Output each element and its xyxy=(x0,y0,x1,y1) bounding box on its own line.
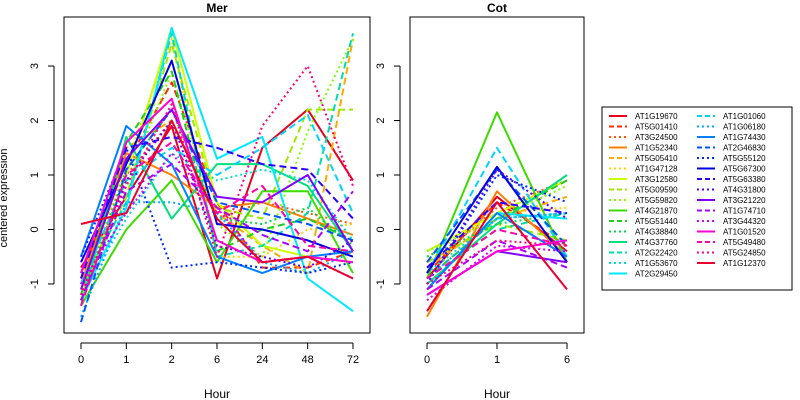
panel-title: Mer xyxy=(206,1,228,15)
legend-entry: AT1G74710 xyxy=(723,207,766,216)
x-tick-label: 72 xyxy=(347,354,359,366)
series-line-at3g44320 xyxy=(426,244,568,302)
series-line-at1g01520 xyxy=(426,239,568,296)
legend-entry: AT4G38840 xyxy=(635,228,678,237)
legend-entry: AT5G55120 xyxy=(723,154,766,163)
series-line-at1g53670 xyxy=(426,212,568,274)
y-tick-label: 3 xyxy=(375,63,387,69)
series-line-at5g49480 xyxy=(426,228,568,280)
y-tick-label: 0 xyxy=(29,226,41,232)
series-lines xyxy=(426,111,568,318)
legend-entry: AT1G53670 xyxy=(635,259,678,268)
x-tick-label: 0 xyxy=(424,354,430,366)
legend-entry: AT3G24500 xyxy=(635,133,678,142)
x-axis-label: Hour xyxy=(484,387,510,400)
legend-entry: AT5G67300 xyxy=(723,165,766,174)
series-line-at4g31800 xyxy=(80,119,354,301)
series-line-at4g31800 xyxy=(426,168,568,285)
x-axis-label: Hour xyxy=(204,387,230,400)
legend-entry: AT5G09590 xyxy=(635,186,678,195)
legend-entry: AT4G37760 xyxy=(635,238,678,247)
series-line-at5g01410 xyxy=(80,81,354,274)
legend-entry: AT5G01410 xyxy=(635,123,678,132)
series-line-at5g67300 xyxy=(80,59,354,263)
x-tick-label: 6 xyxy=(214,354,220,366)
legend-entry: AT3G12580 xyxy=(635,175,678,184)
series-line-at1g01060 xyxy=(80,114,354,285)
y-tick-label: 2 xyxy=(375,117,387,123)
series-line-at1g12370 xyxy=(426,201,568,312)
series-line-at3g24500 xyxy=(426,179,568,269)
series-line-at5g49480 xyxy=(80,141,354,307)
legend-entry: AT1G52340 xyxy=(635,144,678,153)
y-tick-label: 1 xyxy=(29,172,41,178)
x-tick-label: 48 xyxy=(302,354,314,366)
y-tick-label: -1 xyxy=(375,279,387,289)
legend-entry: AT4G31800 xyxy=(723,186,766,195)
legend-entry: AT2G29450 xyxy=(635,270,678,279)
series-line-at1g74430 xyxy=(426,212,568,291)
series-line-at1g53670 xyxy=(80,152,354,296)
legend-entry: AT1G06180 xyxy=(723,123,766,132)
y-axis-label: centered expression xyxy=(0,148,10,247)
legend: AT1G19670AT5G01410AT3G24500AT1G52340AT5G… xyxy=(601,106,793,291)
cot-panel: Cot 0 1 6 Hour -1 0 1 2 3 xyxy=(375,1,585,400)
legend-entry: AT5G24850 xyxy=(723,249,766,258)
y-tick-label: 1 xyxy=(375,172,387,178)
plot-frame xyxy=(409,16,585,334)
legend-entry: AT5G59820 xyxy=(635,196,678,205)
series-line-at5g24850 xyxy=(80,65,354,296)
series-line-at4g38840 xyxy=(426,212,568,258)
panel-title: Cot xyxy=(487,1,507,15)
y-tick-label: 2 xyxy=(29,117,41,123)
y-tick-label: -1 xyxy=(29,279,41,289)
series-line-at2g46830 xyxy=(426,168,568,263)
series-line-at5g63380 xyxy=(426,201,568,269)
legend-entry: AT5G05410 xyxy=(635,154,678,163)
y-tick-label: 0 xyxy=(375,226,387,232)
series-line-at1g06180 xyxy=(426,212,568,280)
legend-entry: AT4G21870 xyxy=(635,207,678,216)
series-line-at5g05410 xyxy=(426,195,568,269)
series-line-at3g21220 xyxy=(80,108,354,290)
series-line-at1g12370 xyxy=(80,119,354,280)
series-line-at4g21870 xyxy=(426,111,568,279)
legend-entry: AT5G49480 xyxy=(723,238,766,247)
x-tick-label: 24 xyxy=(256,354,268,366)
series-lines xyxy=(80,26,354,323)
series-line-at5g63380 xyxy=(80,135,354,279)
legend-entry: AT1G01520 xyxy=(723,228,766,237)
legend-entry: AT5G63380 xyxy=(723,175,766,184)
y-tick-label: 3 xyxy=(29,63,41,69)
legend-entry: AT1G01060 xyxy=(723,112,766,121)
x-tick-label: 6 xyxy=(564,354,570,366)
series-line-at4g37760 xyxy=(80,135,354,307)
series-line-at5g51440 xyxy=(426,179,568,280)
series-line-at2g46830 xyxy=(80,108,354,323)
legend-entry: AT1G74430 xyxy=(723,133,766,142)
legend-entry: AT2G46830 xyxy=(723,144,766,153)
legend-entry: AT3G44320 xyxy=(723,217,766,226)
series-line-at2g29450 xyxy=(80,26,354,313)
x-tick-label: 2 xyxy=(169,354,175,366)
mer-panel: Mer 0 1 2 6 24 48 72 Hour -1 0 1 2 3 xyxy=(29,1,371,400)
legend-entry: AT1G12370 xyxy=(723,259,766,268)
series-line-at5g67300 xyxy=(426,165,568,274)
legend-entry: AT2G22420 xyxy=(635,249,678,258)
legend-entry: AT3G21220 xyxy=(723,196,766,205)
series-line-at5g59820 xyxy=(426,184,568,253)
plot-frame xyxy=(63,16,371,334)
x-tick-label: 0 xyxy=(78,354,84,366)
series-line-at5g55120 xyxy=(80,146,354,275)
x-tick-label: 1 xyxy=(123,354,129,366)
legend-entry: AT5G51440 xyxy=(635,217,678,226)
legend-entry: AT1G19670 xyxy=(635,112,678,121)
x-tick-label: 1 xyxy=(494,354,500,366)
legend-entry: AT1G47128 xyxy=(635,165,678,174)
